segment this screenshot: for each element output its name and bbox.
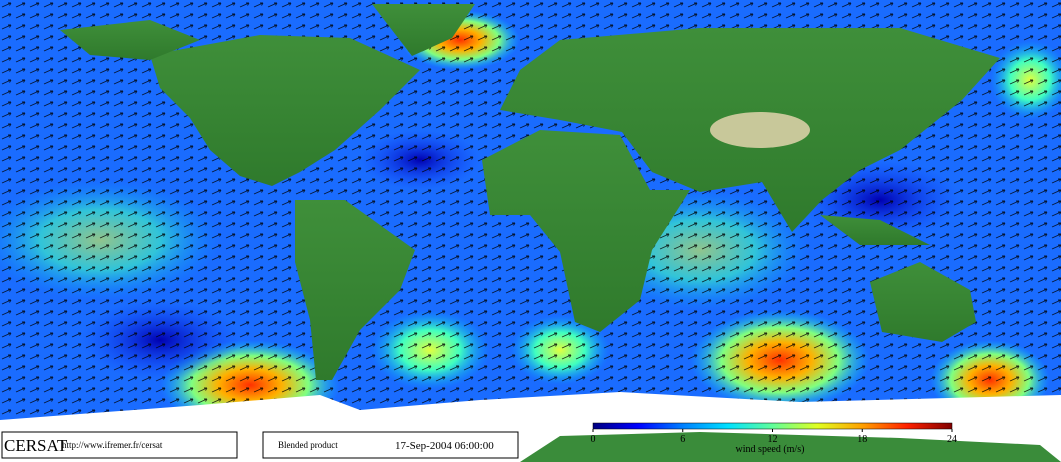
colorbar — [592, 422, 953, 430]
logo: CERSAT — [4, 436, 68, 455]
timestamp: 17-Sep-2004 06:00:00 — [395, 440, 494, 452]
product: Blended product — [278, 440, 338, 450]
colorbar-tick-label: 6 — [680, 434, 685, 445]
colorbar-tick-label: 24 — [947, 434, 957, 445]
url: http://www.ifremer.fr/cersat — [62, 440, 163, 450]
colorbar-tick-label: 18 — [857, 434, 867, 445]
colorbar-label: wind speed (m/s) — [736, 444, 805, 455]
product-box — [262, 431, 519, 459]
antarctica-relief — [520, 432, 1061, 462]
logo-box — [1, 431, 238, 459]
colorbar-tick-label: 0 — [591, 434, 596, 445]
land — [60, 4, 1000, 380]
colorbar-tick-label: 12 — [768, 434, 778, 445]
